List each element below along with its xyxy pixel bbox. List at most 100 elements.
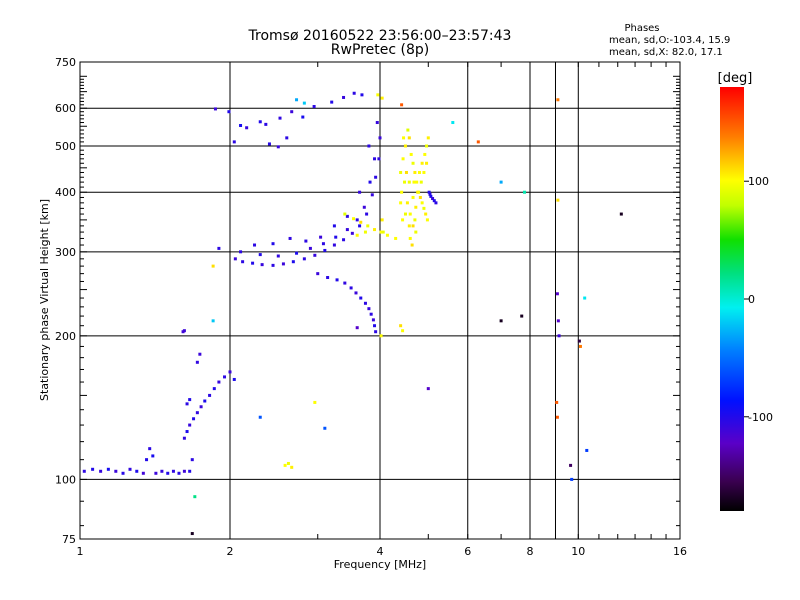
data-point <box>199 405 203 409</box>
data-point <box>166 471 170 475</box>
data-point <box>556 319 560 323</box>
x-tick-label: 10 <box>571 545 585 558</box>
data-point <box>302 101 306 105</box>
data-point <box>283 463 287 467</box>
data-point <box>363 301 367 305</box>
data-point <box>195 411 199 415</box>
data-point <box>217 246 221 250</box>
data-point <box>271 263 275 267</box>
data-point <box>577 339 581 343</box>
data-point <box>211 319 215 323</box>
data-point <box>374 175 378 179</box>
x-axis-ticks: 1 2 4 6 8 10 16 <box>77 62 687 558</box>
data-point <box>211 264 215 268</box>
data-point <box>286 461 290 465</box>
data-point <box>368 180 372 184</box>
data-point <box>342 95 346 99</box>
data-point <box>417 170 421 174</box>
data-point <box>411 195 415 199</box>
data-point <box>380 96 384 100</box>
data-point <box>499 180 503 184</box>
phase-colorbar: [deg] 100 0 -100 <box>718 71 773 511</box>
data-point <box>404 170 408 174</box>
data-point <box>258 120 262 124</box>
data-point <box>321 242 325 246</box>
data-point <box>312 105 316 109</box>
data-point <box>419 180 423 184</box>
data-point <box>418 195 422 199</box>
data-point <box>335 278 339 282</box>
data-point <box>429 194 433 198</box>
data-point <box>301 115 305 119</box>
data-point <box>188 398 192 402</box>
data-point <box>128 467 132 471</box>
data-point <box>427 190 431 194</box>
data-point <box>276 145 280 149</box>
y-axis-ticks: 75 100 200 300 400 500 600 750 <box>55 56 680 546</box>
data-point <box>425 144 429 148</box>
data-point <box>192 417 196 421</box>
data-point <box>401 329 405 333</box>
data-point <box>355 233 359 237</box>
data-point <box>426 136 430 140</box>
x-tick-label: 6 <box>464 545 471 558</box>
data-point <box>401 157 405 161</box>
data-point <box>319 235 323 239</box>
data-point <box>188 469 192 473</box>
data-point <box>420 201 424 205</box>
phases-legend: Phases mean, sd,O:-103.4, 15.9 mean, sd,… <box>609 23 730 58</box>
data-point <box>326 276 330 280</box>
data-point <box>352 217 356 221</box>
y-tick-label: 75 <box>62 533 76 546</box>
data-point <box>407 136 411 140</box>
data-point <box>223 375 227 379</box>
data-point <box>381 230 385 234</box>
data-point <box>578 344 582 348</box>
data-point <box>141 471 145 475</box>
data-point <box>239 123 243 127</box>
data-point <box>358 224 362 228</box>
data-point <box>121 471 125 475</box>
x-tick-label: 1 <box>77 545 84 558</box>
data-point <box>376 93 380 97</box>
data-point <box>403 212 407 216</box>
data-point <box>177 471 181 475</box>
data-point <box>185 402 189 406</box>
data-point <box>379 230 383 234</box>
y-tick-label: 600 <box>55 102 76 115</box>
data-point <box>99 469 103 473</box>
data-point <box>227 110 231 114</box>
data-point <box>373 324 377 328</box>
data-point <box>330 100 334 104</box>
data-point <box>520 314 524 318</box>
data-point <box>185 430 189 434</box>
colorbar-label: [deg] <box>718 71 753 86</box>
data-point <box>371 318 375 322</box>
x-tick-label: 16 <box>673 545 687 558</box>
data-point <box>557 334 561 338</box>
data-point <box>258 415 262 419</box>
data-point <box>412 180 416 184</box>
data-point <box>212 387 216 391</box>
data-point <box>403 144 407 148</box>
data-point <box>422 206 426 210</box>
data-point <box>407 224 411 228</box>
data-point <box>313 400 317 404</box>
data-point <box>420 161 424 165</box>
data-point <box>555 292 559 296</box>
data-point <box>193 495 197 499</box>
data-point <box>369 312 373 316</box>
data-point <box>253 243 257 247</box>
data-point <box>154 471 158 475</box>
data-point <box>619 212 623 216</box>
data-point <box>365 212 369 216</box>
data-point <box>499 319 503 323</box>
colorbar-ticks: 100 0 -100 <box>744 175 773 424</box>
data-point <box>334 235 338 239</box>
data-point <box>239 250 243 254</box>
data-point <box>198 352 202 356</box>
data-point <box>316 272 320 276</box>
data-point <box>399 201 403 205</box>
data-point <box>416 190 420 194</box>
